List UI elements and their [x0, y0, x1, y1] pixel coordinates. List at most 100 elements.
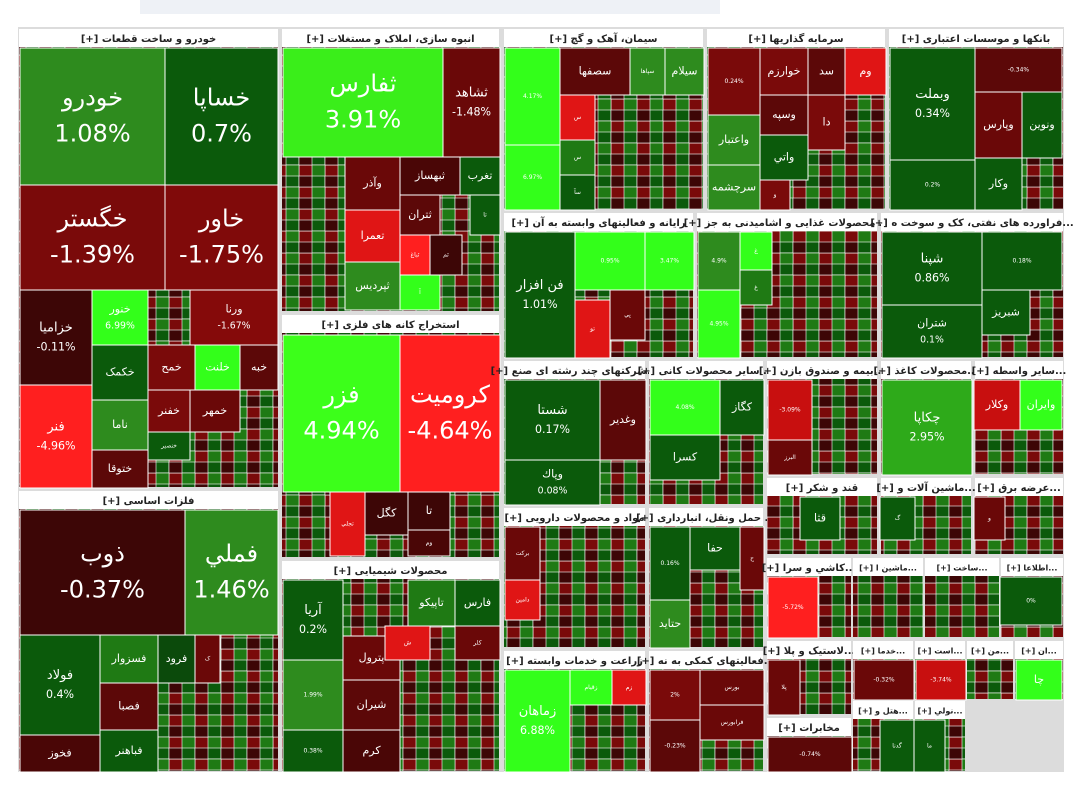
sector-title: ...است [+] — [918, 647, 963, 656]
sector-header — [282, 29, 499, 47]
stock-name: غ — [754, 248, 758, 255]
stock-name: خلنت — [205, 361, 230, 374]
stock-name: حتاید — [659, 617, 681, 630]
stock-change: 0.86% — [914, 271, 949, 284]
stock-name: ثتران — [408, 208, 432, 221]
stock-tile — [807, 94, 846, 151]
stock-tile — [707, 47, 761, 116]
stock-name: زم — [626, 684, 633, 691]
sector-header — [975, 361, 1063, 379]
stock-tile — [504, 231, 576, 359]
stock-change: 6.97% — [523, 174, 542, 181]
sector-title: فلزات اساسی [+] — [103, 496, 195, 507]
stock-tile — [504, 144, 561, 211]
sector-title: ...فراورده های نفتی، کک و سوخت ه [+] — [870, 218, 1073, 229]
sector: انبوه سازی، املاک و مستغلات [+] ثفارس 3.91… — [282, 29, 501, 311]
sector-title: استخراج کانه های فلزی [+] — [321, 320, 459, 331]
stock-name: ثفارس — [329, 70, 396, 98]
stock-name: سیلام — [672, 65, 698, 78]
stock-tile — [915, 659, 967, 701]
stock-name: وآذر — [362, 176, 382, 190]
stock-tile — [974, 157, 1023, 211]
sector-header — [504, 213, 693, 231]
stock-tile — [407, 579, 456, 627]
stock-tile — [19, 289, 93, 386]
stock-name: سرچشمه — [712, 181, 756, 194]
stock-tile — [649, 599, 691, 649]
stock-tile — [649, 526, 691, 601]
stock-tile — [407, 529, 451, 557]
sector-header — [853, 701, 913, 719]
sector: سرمایه گذاریها [+] 0.24% خوارزم سد وم وسپه دا و… — [707, 29, 887, 211]
stock-change: -0.34% — [1008, 67, 1030, 74]
stock-name: ونوين — [1029, 118, 1055, 131]
stock-tile — [454, 579, 501, 627]
stock-change: 0.18% — [1012, 258, 1031, 265]
stock-tile — [844, 47, 887, 96]
stock-name: خمهر — [202, 404, 227, 417]
stock-tile — [799, 496, 841, 541]
stock-tile — [767, 379, 813, 441]
sector-title: ...نولي [+] — [917, 707, 962, 716]
sector: قند و شکر [+] قثا — [767, 478, 877, 554]
stock-tile — [707, 114, 761, 166]
stock-tile — [629, 47, 666, 96]
sector-header — [282, 561, 499, 579]
sector-body — [967, 659, 1013, 699]
stock-tile — [689, 526, 741, 571]
stock-change: 0.2% — [299, 623, 327, 636]
stock-name: وغدير — [609, 413, 636, 426]
stock-tile — [759, 179, 791, 211]
stock-tile — [342, 729, 401, 773]
sector: ...ماشين ا [+] — [853, 558, 923, 637]
stock-name: فولاد — [47, 668, 73, 683]
sector-title: ...شرکتهای چند رشته ای صنع [+] — [491, 366, 659, 377]
sector-title: خودرو و ساخت قطعات [+] — [81, 34, 216, 45]
sector-header — [767, 641, 851, 659]
sector-title: سرمایه گذاریها [+] — [748, 32, 843, 45]
stock-name: خوارزم — [768, 65, 801, 78]
stock-tile — [707, 164, 761, 211]
sector-title: انبوه سازی، املاک و مستغلات [+] — [306, 34, 474, 45]
sector: بانکها و موسسات اعتباری [+] وبملت 0.34% -0.… — [889, 29, 1063, 211]
stock-name: وكار — [988, 177, 1008, 190]
stock-tile — [189, 389, 241, 433]
sector-header — [1001, 558, 1063, 576]
stock-change: 1.46% — [193, 576, 269, 604]
stock-name: بركت — [516, 550, 530, 557]
stock-name: وبملت — [915, 87, 949, 102]
stock-change: -4.64% — [408, 417, 493, 445]
stock-tile — [184, 509, 279, 636]
sector-title: ...لاستیک و پلا [+] — [763, 646, 856, 657]
stock-tile — [454, 625, 501, 661]
stock-tile — [999, 576, 1063, 626]
stock-tile — [881, 379, 973, 476]
stock-change: 0.1% — [920, 334, 944, 345]
stock-change: 0.4% — [46, 688, 74, 701]
sector: ...فعالیتهای کمکی به نه [+] بورس فرابورس 2%… — [637, 651, 775, 773]
sector: ...بیمه و صندوق بازن [+] -3.09% البرز — [759, 361, 885, 476]
sector-title: ...ان [+] — [1021, 647, 1057, 656]
sector-header — [767, 558, 851, 576]
stock-tile — [611, 669, 647, 706]
sector-header — [925, 558, 999, 576]
stock-name: خودرو — [61, 84, 123, 112]
stock-tile — [853, 659, 915, 701]
stock-tile — [569, 669, 613, 706]
stock-tile — [282, 334, 401, 493]
stock-change: 1.01% — [522, 298, 557, 311]
stock-tile — [399, 194, 441, 236]
stock-name: و — [773, 192, 777, 199]
stock-tile — [767, 576, 819, 639]
stock-tile — [767, 439, 813, 476]
stock-tile — [282, 729, 344, 773]
stock-tile — [664, 47, 705, 96]
sector-header — [504, 651, 645, 669]
sector-title: ...ماشین آلات و [+] — [876, 481, 975, 494]
stock-name: قثا — [814, 512, 826, 525]
sector-title: ...اطلاعا [+] — [1007, 564, 1058, 573]
stock-name: ثم — [443, 252, 449, 259]
stock-name: گ — [895, 513, 901, 522]
stock-name: خفنر — [157, 404, 180, 417]
stock-name: فارس — [464, 596, 491, 609]
